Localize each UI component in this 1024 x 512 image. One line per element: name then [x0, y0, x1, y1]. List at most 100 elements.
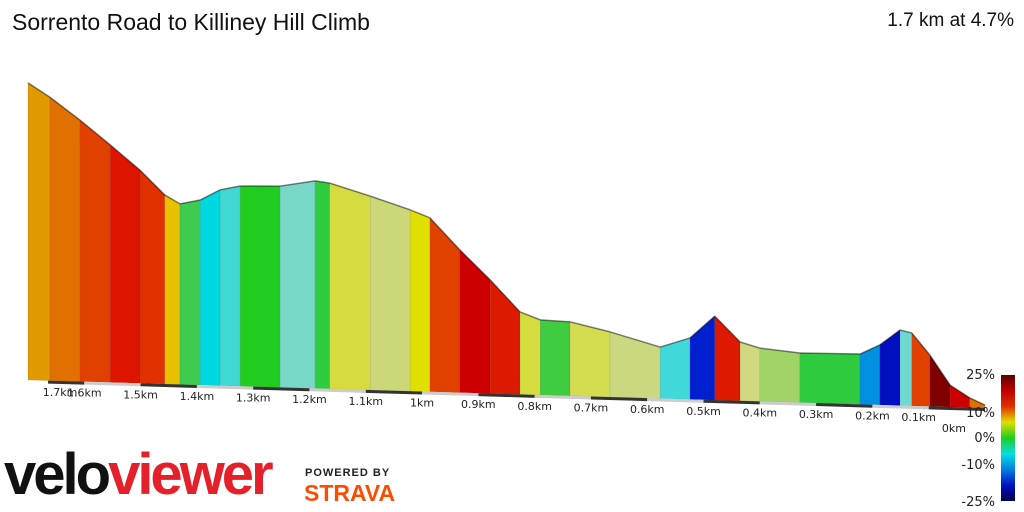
profile-top-edge — [429, 217, 461, 251]
profile-top-edge — [969, 397, 986, 406]
profile-top-edge — [27, 82, 51, 98]
profile-segment — [179, 199, 201, 386]
profile-top-edge — [199, 189, 221, 201]
strava-logo[interactable]: STRAVA — [304, 480, 396, 506]
axis-band — [478, 393, 535, 398]
axis-band — [309, 388, 366, 393]
profile-segment — [489, 279, 521, 395]
profile-top-edge — [899, 329, 912, 334]
profile-segment — [759, 347, 801, 403]
legend-label: 10% — [966, 406, 995, 421]
profile-segment — [689, 315, 716, 401]
legend-colorbar — [1001, 375, 1015, 501]
profile-top-edge — [659, 337, 691, 348]
profile-top-edge — [540, 319, 571, 323]
profile-top-edge — [329, 182, 371, 197]
profile-top-edge — [929, 354, 951, 386]
profile-top-edge — [49, 96, 81, 121]
axis-band — [422, 391, 479, 397]
profile-top-edge — [799, 352, 861, 355]
profile-segment — [79, 119, 111, 383]
profile-segments — [27, 82, 986, 409]
profile-segment — [49, 96, 81, 382]
axis-band — [196, 384, 254, 390]
x-tick-label: 0km — [942, 422, 966, 435]
profile-top-edge — [879, 329, 901, 346]
axis-band — [84, 381, 141, 387]
profile-segment — [739, 341, 761, 402]
veloviewer-logo[interactable]: veloviewer — [4, 446, 274, 504]
axis-band — [928, 406, 986, 411]
profile-segment — [459, 249, 491, 394]
axis-band — [872, 404, 929, 410]
profile-segment — [109, 144, 141, 384]
x-tick-label: 0.9km — [461, 398, 496, 411]
climb-summary: 1.7 km at 4.7% — [887, 10, 1014, 31]
profile-top-edge — [109, 144, 141, 171]
profile-segment — [899, 329, 913, 407]
profile-top-edge — [689, 315, 716, 339]
profile-segment — [279, 180, 316, 389]
profile-top-edge — [569, 321, 611, 333]
profile-top-edge — [164, 194, 181, 205]
profile-segment — [409, 209, 431, 393]
legend-label: -10% — [961, 458, 995, 473]
x-tick-label: 1.2km — [292, 393, 327, 406]
profile-segment — [219, 185, 241, 387]
profile-segment — [799, 352, 861, 405]
x-tick-label: 1.4km — [180, 390, 215, 403]
profile-top-edge — [79, 119, 111, 146]
logo-viewer: viewer — [108, 442, 274, 507]
x-tick-label: 0.6km — [630, 403, 665, 416]
profile-segment — [369, 195, 411, 392]
profile-segment — [27, 82, 51, 381]
x-tick-label: 1.3km — [236, 392, 271, 405]
profile-segment — [329, 182, 371, 391]
profile-top-edge — [911, 332, 931, 356]
profile-top-edge — [314, 180, 330, 184]
x-tick-label: 1.1km — [348, 395, 383, 408]
profile-top-edge — [179, 199, 201, 205]
x-tick-label: 0.3km — [799, 408, 834, 421]
x-tick-label: 0.2km — [855, 410, 890, 423]
x-tick-label: 1km — [410, 397, 434, 410]
x-tick-label: 0.5km — [686, 405, 721, 418]
profile-top-edge — [370, 195, 411, 211]
axis-band — [647, 398, 704, 403]
profile-top-edge — [759, 347, 800, 354]
profile-segment — [539, 319, 571, 397]
profile-top-edge — [609, 331, 661, 348]
legend-label: 25% — [966, 368, 995, 383]
profile-top-edge — [139, 169, 166, 196]
profile-top-edge — [739, 341, 761, 349]
axis-band — [253, 386, 310, 392]
profile-segment — [239, 185, 281, 388]
page-title: Sorrento Road to Killiney Hill Climb — [12, 9, 370, 35]
profile-top-edge — [949, 384, 971, 399]
legend-label: -25% — [961, 495, 995, 510]
x-tick-label: 0.1km — [901, 411, 936, 424]
profile-top-edge — [714, 315, 741, 343]
profile-segment — [569, 321, 611, 398]
profile-segment — [199, 189, 221, 386]
profile-segment — [314, 180, 331, 390]
profile-top-edge — [409, 209, 431, 219]
axis-band — [703, 399, 760, 405]
axis-band — [140, 383, 197, 388]
powered-by-label: POWERED BY — [305, 467, 391, 479]
x-tick-label: 1.7km — [43, 386, 78, 399]
profile-top-edge — [280, 180, 316, 187]
gradient-legend: 25% 10% 0% -10% -25% — [961, 368, 1015, 510]
x-tick-label: 1.5km — [123, 388, 158, 401]
profile-top-edge — [459, 249, 491, 281]
profile-segment — [164, 194, 181, 385]
x-tick-label: 0.7km — [574, 401, 609, 414]
profile-top-edge — [859, 344, 881, 355]
profile-top-edge — [489, 279, 521, 313]
axis-band — [816, 403, 873, 408]
profile-segment — [879, 329, 901, 406]
logo-velo: velo — [4, 442, 111, 507]
profile-top-edge — [219, 185, 241, 191]
